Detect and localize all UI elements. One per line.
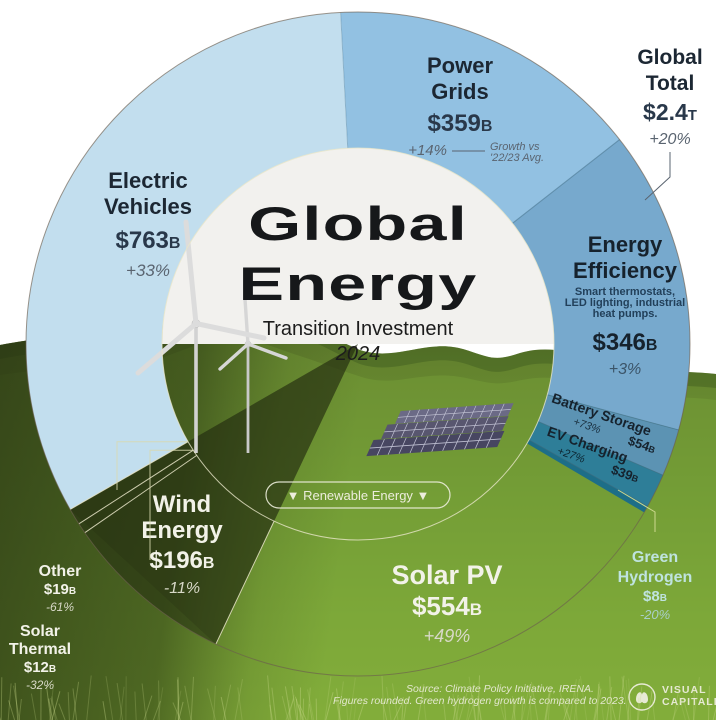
svg-text:VISUAL: VISUAL xyxy=(662,684,707,696)
svg-text:$2.4T: $2.4T xyxy=(643,99,697,125)
svg-text:Power: Power xyxy=(427,53,493,78)
svg-text:Figures rounded. Green hydroge: Figures rounded. Green hydrogen growth i… xyxy=(333,695,627,707)
svg-text:+33%: +33% xyxy=(126,261,170,280)
svg-text:+49%: +49% xyxy=(424,626,471,646)
svg-text:Wind: Wind xyxy=(153,491,211,518)
svg-text:Vehicles: Vehicles xyxy=(104,194,192,219)
svg-text:+3%: +3% xyxy=(609,361,641,378)
svg-text:Grids: Grids xyxy=(431,79,488,104)
svg-text:Transition Investment: Transition Investment xyxy=(263,318,454,340)
svg-text:▼ Renewable Energy ▼: ▼ Renewable Energy ▼ xyxy=(287,488,430,503)
svg-text:Energy: Energy xyxy=(141,517,223,544)
svg-text:Green: Green xyxy=(632,549,678,566)
svg-text:'22/23 Avg.: '22/23 Avg. xyxy=(490,152,544,164)
svg-text:CAPITALIST: CAPITALIST xyxy=(662,696,716,708)
svg-text:heat pumps.: heat pumps. xyxy=(593,308,658,320)
svg-text:Global: Global xyxy=(637,46,702,69)
svg-text:-11%: -11% xyxy=(164,580,200,597)
svg-text:Solar: Solar xyxy=(20,623,60,640)
svg-text:Total: Total xyxy=(646,72,695,95)
svg-text:Thermal: Thermal xyxy=(9,641,71,658)
svg-text:+14%: +14% xyxy=(408,142,447,159)
svg-text:-61%: -61% xyxy=(46,600,74,614)
svg-text:Energy: Energy xyxy=(239,258,478,311)
svg-text:Source: Climate Policy Initiat: Source: Climate Policy Initiative, IRENA… xyxy=(406,683,594,695)
svg-text:2024: 2024 xyxy=(335,343,381,365)
svg-text:Solar PV: Solar PV xyxy=(391,560,502,590)
svg-text:Energy: Energy xyxy=(588,232,663,257)
svg-text:-32%: -32% xyxy=(26,678,54,692)
svg-text:Hydrogen: Hydrogen xyxy=(618,569,693,586)
svg-text:-20%: -20% xyxy=(640,607,670,622)
svg-text:Efficiency: Efficiency xyxy=(573,258,678,283)
svg-text:Global: Global xyxy=(248,198,468,251)
svg-text:+20%: +20% xyxy=(649,131,690,148)
svg-text:Electric: Electric xyxy=(108,168,188,193)
svg-text:Other: Other xyxy=(39,563,82,580)
